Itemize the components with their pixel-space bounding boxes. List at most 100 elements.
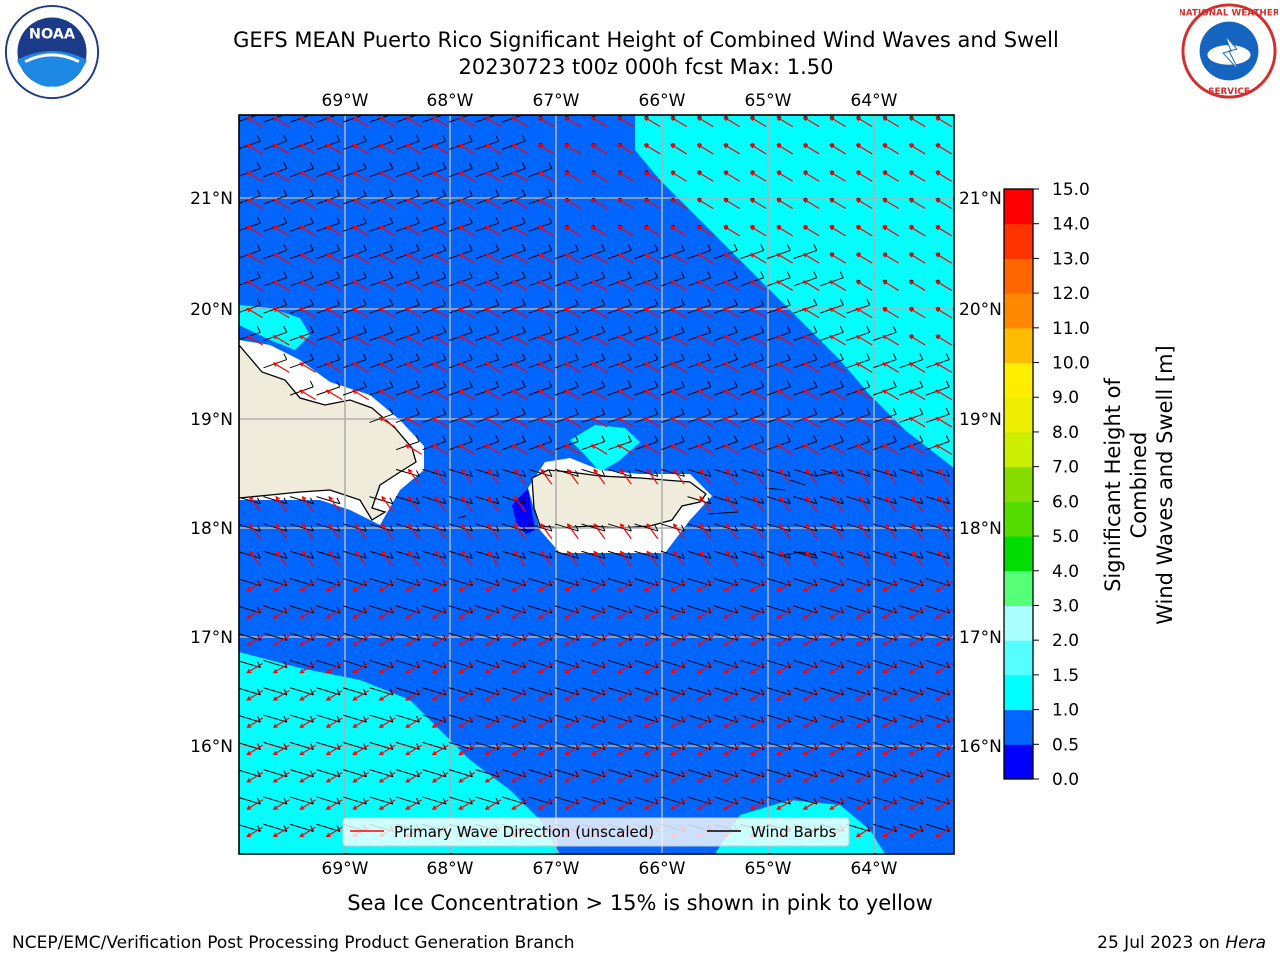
wave-direction-arrow	[299, 144, 317, 155]
wave-direction-arrow	[749, 280, 767, 291]
wind-barb	[448, 796, 473, 805]
wave-direction-arrow	[513, 523, 526, 540]
wind-barb	[289, 523, 314, 532]
wave-direction-arrow	[564, 444, 582, 455]
wind-barb	[846, 741, 871, 750]
wave-direction-arrow	[272, 362, 290, 373]
wind-barb	[793, 578, 818, 587]
wave-direction-arrow	[617, 799, 635, 810]
wind-barb	[634, 468, 659, 477]
wave-direction-arrow	[617, 335, 635, 346]
wind-barb	[422, 796, 447, 805]
wind-barb	[342, 578, 367, 587]
wind-barb	[369, 714, 394, 723]
wind-barb	[740, 632, 765, 641]
wind-barb	[634, 523, 659, 532]
wave-direction-arrow	[537, 280, 555, 291]
wave-direction-arrow	[829, 580, 847, 592]
wind-barb	[581, 632, 606, 641]
wind-barb	[925, 468, 950, 477]
wave-direction-arrow	[908, 662, 926, 674]
wind-barb	[793, 687, 818, 696]
wind-barb	[239, 715, 261, 723]
wind-barb	[448, 687, 473, 696]
wave-direction-arrow	[299, 116, 317, 128]
wind-legend-label: Wind Barbs	[751, 823, 837, 841]
wave-direction-arrow	[696, 171, 714, 182]
wind-barb	[501, 796, 526, 805]
wave-direction-arrow	[405, 362, 423, 373]
wave-direction-arrow	[911, 523, 924, 540]
wind-barb	[239, 524, 261, 532]
footer-producer: NCEP/EMC/Verification Post Processing Pr…	[12, 933, 575, 953]
wave-direction-arrow	[617, 444, 635, 455]
wind-barb	[501, 550, 526, 559]
wind-barb	[263, 523, 288, 532]
wave-direction-arrow	[458, 662, 476, 674]
wave-direction-arrow	[564, 772, 582, 783]
wave-direction-arrow	[829, 444, 847, 455]
wave-direction-arrow	[723, 635, 741, 646]
wind-barb	[554, 632, 579, 641]
wave-direction-arrow	[829, 362, 847, 373]
wind-barb	[554, 687, 579, 696]
wind-barb	[342, 523, 367, 532]
wave-direction-arrow	[590, 799, 608, 810]
wind-barb	[369, 550, 394, 559]
wave-direction-arrow	[405, 635, 423, 646]
wind-barb	[263, 769, 288, 778]
wave-direction-arrow	[378, 417, 396, 428]
wave-direction-arrow	[805, 523, 818, 540]
colorbar-swatch	[1004, 674, 1033, 711]
wave-direction-arrow	[381, 550, 394, 567]
colorbar-swatch	[1004, 223, 1033, 259]
wind-barb	[581, 659, 606, 669]
wave-direction-arrow	[352, 307, 370, 319]
wave-direction-arrow	[937, 468, 950, 485]
wind-barb	[819, 632, 844, 641]
wave-direction-arrow	[672, 468, 685, 485]
wave-direction-arrow	[246, 772, 264, 783]
wave-direction-arrow	[882, 417, 900, 428]
wind-barb	[501, 659, 526, 669]
wave-direction-arrow	[325, 198, 343, 210]
wave-direction-arrow	[858, 523, 871, 540]
wind-barb	[793, 496, 818, 505]
wave-direction-arrow	[352, 772, 370, 783]
wave-direction-arrow	[935, 116, 953, 128]
wave-direction-arrow	[855, 608, 873, 619]
wind-barb	[713, 796, 738, 805]
wave-direction-arrow	[352, 744, 370, 756]
wind-barb	[448, 496, 473, 505]
wind-barb	[687, 523, 712, 532]
wave-direction-arrow	[749, 717, 767, 728]
wave-direction-arrow	[325, 307, 343, 319]
wave-direction-arrow	[882, 389, 900, 401]
wind-barb	[395, 468, 420, 477]
wave-direction-arrow	[617, 280, 635, 291]
wave-direction-arrow	[670, 690, 688, 701]
wave-direction-arrow	[617, 744, 635, 756]
wind-barb	[289, 823, 314, 832]
wind-barb	[713, 687, 738, 696]
wave-direction-arrow	[858, 550, 871, 567]
wave-direction-arrow	[352, 144, 370, 155]
wind-barb	[448, 523, 473, 532]
colorbar-tick-label: 12.0	[1052, 284, 1090, 304]
wave-direction-arrow	[670, 307, 688, 319]
wave-direction-arrow	[749, 417, 767, 428]
wave-direction-arrow	[935, 198, 953, 210]
wave-direction-arrow	[272, 608, 290, 619]
wave-direction-arrow	[511, 744, 529, 756]
wave-direction-arrow	[434, 495, 447, 512]
lowest-wave-region	[512, 488, 535, 534]
wind-barb	[740, 578, 765, 587]
wave-direction-arrow	[776, 280, 794, 291]
wave-direction-arrow	[484, 198, 502, 210]
wave-direction-arrow	[696, 662, 714, 674]
wave-direction-arrow	[325, 362, 343, 373]
wave-direction-arrow	[749, 389, 767, 401]
wind-barb	[766, 496, 791, 505]
wind-barb	[528, 468, 553, 477]
wave-direction-arrow	[487, 495, 500, 512]
